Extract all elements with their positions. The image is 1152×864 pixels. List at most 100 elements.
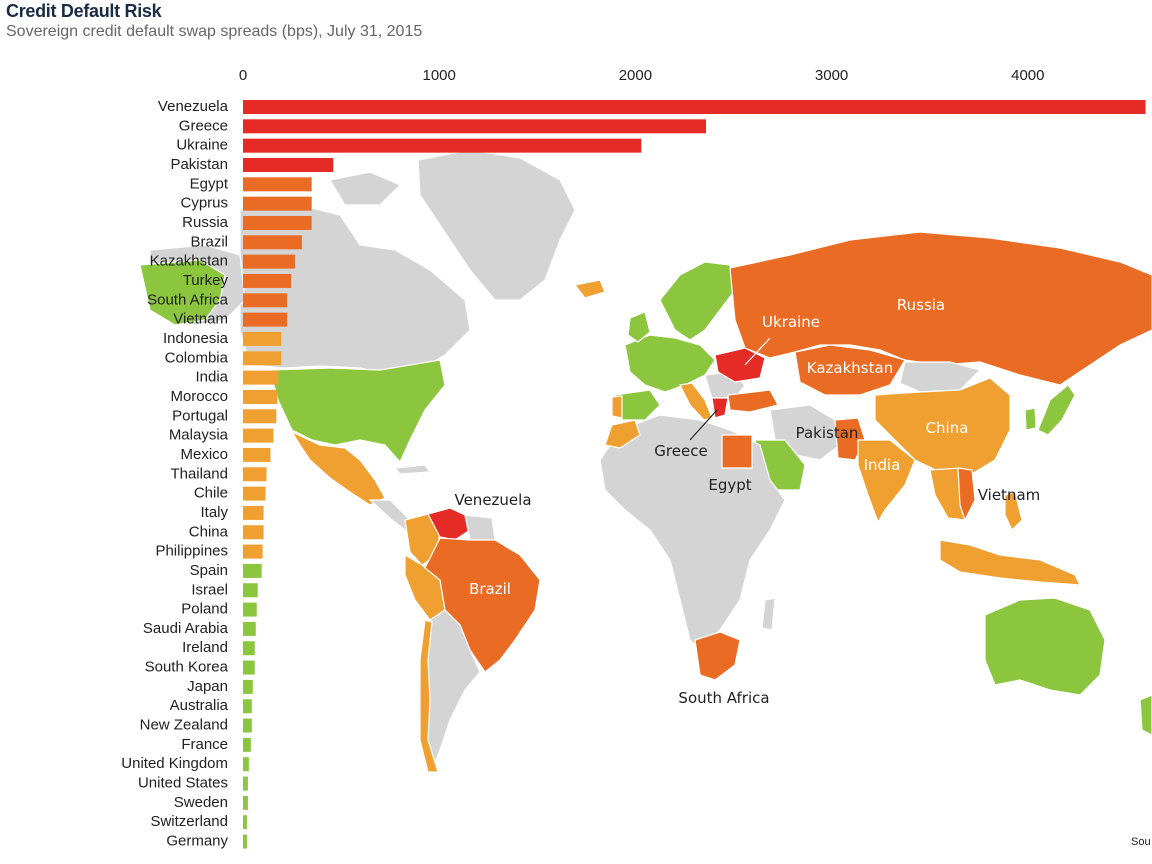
x-tick-label-3000: 3000 [815,67,848,84]
category-label-japan: Japan [187,678,228,695]
bar-cyprus [243,196,312,211]
category-labels: Venezuela Greece Ukraine Pakistan Egypt Cypru… [121,98,229,850]
map-label-south-africa: South Africa [678,689,769,707]
category-label-ukraine: Ukraine [176,137,228,154]
category-label-pakistan: Pakistan [170,156,228,173]
category-label-south-korea: South Korea [145,659,229,676]
category-label-colombia: Colombia [165,349,229,366]
category-label-vietnam: Vietnam [173,311,228,328]
category-label-greece: Greece [179,117,228,134]
category-label-thailand: Thailand [170,465,228,482]
bar-ireland [243,641,255,656]
vietnam-shape [957,467,976,522]
bar-chile [243,486,266,501]
bar-south-korea [243,660,255,675]
bar-united-kingdom [243,757,249,772]
category-label-france: France [181,736,228,753]
bar-france [243,737,251,752]
category-label-russia: Russia [182,214,229,231]
canada-shape [239,204,471,376]
bar-india [243,370,279,385]
portugal-shape [611,395,623,419]
category-label-india: India [195,369,228,386]
bar-portugal [243,409,277,424]
map-label-ukraine: Ukraine [762,313,820,331]
category-label-spain: Spain [190,562,228,579]
source-note: Sou [1131,836,1151,848]
australia-shape [984,597,1106,696]
india-shape [857,439,916,524]
category-label-china: China [189,523,229,540]
united-states-shape [269,359,446,464]
bar-spain [243,563,262,578]
map-label-brazil: Brazil [469,580,511,598]
morocco-shape [604,419,641,449]
bar-russia [243,215,312,230]
category-label-germany: Germany [166,833,228,850]
egypt-shape [721,434,753,469]
west-green-shape [139,259,226,326]
category-label-egypt: Egypt [190,175,229,192]
bar-south-africa [243,293,288,308]
category-label-israel: Israel [191,581,228,598]
category-label-new-zealand: New Zealand [140,717,228,734]
category-label-morocco: Morocco [170,388,228,405]
world-map [139,149,1152,773]
category-label-mexico: Mexico [180,446,228,463]
map-label-greece: Greece [654,442,707,460]
map-labels: Russia Ukraine Kazakhstan China India Pakista… [454,296,1040,707]
category-label-venezuela: Venezuela [158,98,229,115]
bar-israel [243,583,258,598]
map-label-egypt: Egypt [708,476,751,494]
category-label-sweden: Sweden [174,794,228,811]
bar-philippines [243,544,263,559]
bar-greece [243,119,707,134]
bar-thailand [243,467,267,482]
bar-kazakhstan [243,254,295,269]
bar-new-zealand [243,718,252,733]
bar-morocco [243,389,278,404]
chart-subtitle: Sovereign credit default swap spreads (b… [6,23,423,40]
guianas-shape [464,514,496,541]
scandinavia-shape [659,261,736,341]
south-korea-shape [1024,407,1037,431]
chart-title: Credit Default Risk [6,1,162,21]
bar-poland [243,602,257,617]
bar-colombia [243,351,282,366]
greece-pointer [689,409,718,441]
china-shape [874,377,1011,476]
map-label-vietnam: Vietnam [978,486,1041,504]
bar-saudi-arabia [243,621,256,636]
map-label-india: India [864,456,901,474]
bar-germany [243,834,247,849]
bar-japan [243,679,253,694]
bar-turkey [243,273,292,288]
category-label-ireland: Ireland [182,639,228,656]
map-label-china: China [926,419,969,437]
italy-shape [679,382,713,421]
category-label-cyprus: Cyprus [180,195,228,212]
category-label-saudi-arabia: Saudi Arabia [143,620,229,637]
iceland-shape [573,279,606,299]
category-label-south-africa: South Africa [147,291,229,308]
map-label-venezuela: Venezuela [454,491,531,509]
bar-ukraine [243,138,642,153]
bar-mexico [243,447,271,462]
category-label-portugal: Portugal [172,407,228,424]
chile-shape [419,619,439,773]
uk-shape [627,311,651,343]
brazil-shape [424,537,541,673]
category-label-philippines: Philippines [155,543,228,560]
ukraine-pointer [744,337,771,366]
category-label-italy: Italy [200,504,228,521]
bar-pakistan [243,157,334,172]
category-label-switzerland: Switzerland [150,813,228,830]
category-label-turkey: Turkey [183,272,229,289]
x-axis: 0 1000 2000 3000 4000 [239,67,1045,84]
category-label-australia: Australia [170,697,229,714]
arctic-islands-shape [329,171,402,206]
x-tick-label-1000: 1000 [423,67,456,84]
kazakhstan-shape [794,344,906,396]
map-label-russia: Russia [897,296,945,314]
